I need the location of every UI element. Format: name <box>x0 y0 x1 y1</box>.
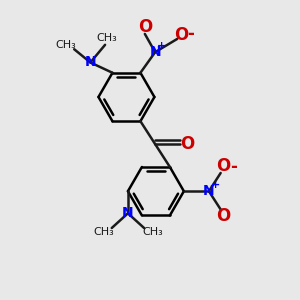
Text: CH₃: CH₃ <box>56 40 76 50</box>
Text: CH₃: CH₃ <box>96 33 117 43</box>
Text: O: O <box>174 26 188 44</box>
Text: O: O <box>138 18 152 36</box>
Text: CH₃: CH₃ <box>142 226 163 237</box>
Text: +: + <box>157 41 166 51</box>
Text: O: O <box>180 135 195 153</box>
Text: N: N <box>122 206 134 220</box>
Text: +: + <box>211 180 220 190</box>
Text: CH₃: CH₃ <box>93 226 114 237</box>
Text: -: - <box>187 26 194 44</box>
Text: -: - <box>230 158 237 176</box>
Text: O: O <box>217 207 231 225</box>
Text: N: N <box>203 184 215 198</box>
Text: N: N <box>85 56 96 70</box>
Text: N: N <box>149 45 161 59</box>
Text: O: O <box>217 158 231 175</box>
